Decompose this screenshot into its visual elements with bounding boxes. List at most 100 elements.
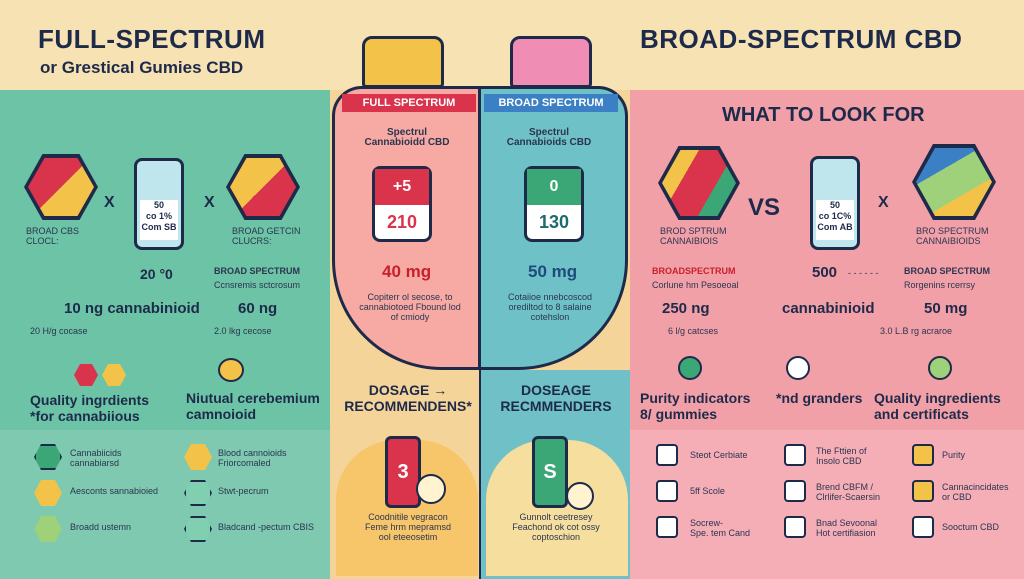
col2-icon-2 xyxy=(784,480,806,502)
left-title: FULL-SPECTRUM xyxy=(38,24,266,54)
quality-text: Quality ingrdients *for cannabiious xyxy=(30,392,150,424)
col1-icon-3 xyxy=(656,516,678,538)
right-mg-50: 50 mg xyxy=(924,300,968,317)
broad-caption: Spectrul Cannabioids CBD xyxy=(506,127,592,148)
full-mg: 40 mg xyxy=(382,262,432,281)
look-for-title: WHAT TO LOOK FOR xyxy=(722,104,925,126)
middle-divider xyxy=(479,370,481,579)
left-value-1: 20 °0 xyxy=(140,266,173,282)
left-leaf-badge xyxy=(416,474,446,504)
vs-text: VS xyxy=(748,194,781,221)
list-right-1: Blood cannoioids Friorcomaled xyxy=(218,448,287,468)
purity-leaf-icon xyxy=(678,356,702,380)
right-broad2-sub: Rorgenins rcerrsy xyxy=(904,280,976,290)
broad-note: Cotaiioe nnebcoscod orediltod to 8 salai… xyxy=(507,292,593,322)
left-dosage-foot: Coodnitile vegracon Feme hrm mepramsd oo… xyxy=(364,512,452,542)
list-left-2: Aesconts sannabioied xyxy=(70,486,159,496)
col1-item-1: Steot Cerbiate xyxy=(690,450,748,460)
left-hex-icon xyxy=(28,158,94,216)
natural-text: Niutual cerebemium camnoioid xyxy=(186,390,320,422)
col1-item-3: Socrew- Spe. tem Cand xyxy=(690,518,751,538)
list-left-3: Broadd ustemn xyxy=(70,522,132,532)
broad-card-number: 130 xyxy=(538,212,570,232)
left-x-2: X xyxy=(204,194,215,211)
col1-item-2: 5ff Scole xyxy=(690,486,725,496)
left-hex-label: BROAD CBS CLOCL: xyxy=(26,226,80,246)
right-val-500: 500 xyxy=(812,264,838,281)
quality-hex-icon xyxy=(74,364,98,386)
col2-icon-1 xyxy=(784,444,806,466)
col2-icon-3 xyxy=(784,516,806,538)
left-broad-sub: Ccnsremis sctcrosum xyxy=(214,280,301,290)
right-broad2: BROAD SPECTRUM xyxy=(904,266,991,276)
quality-leaf-icon xyxy=(928,356,952,380)
right-x: X xyxy=(878,194,889,211)
list-left-icon-2 xyxy=(34,480,62,506)
right-broad-sub: Corlune hm Pesoeoal xyxy=(652,280,739,290)
list-right-3: Bladcand -pectum CBIS xyxy=(218,522,315,532)
left-row-right: 60 ng xyxy=(238,300,278,317)
col1-icon-1 xyxy=(656,444,678,466)
left-row-left: 10 ng cannabinioid xyxy=(64,300,200,317)
col3-item-2: Cannacincidates or CBD xyxy=(942,482,1009,502)
broad-card-top: 0 xyxy=(527,169,581,205)
col3-item-3: Sooctum CBD xyxy=(942,522,1000,532)
purity-text: Purity indicators 8/ gummies xyxy=(640,390,751,422)
left-small-left: 20 H/g cocase xyxy=(30,326,88,336)
left-x-1: X xyxy=(104,194,115,211)
broad-card: 0 130 xyxy=(524,166,584,242)
right-cannab: cannabinioid xyxy=(782,300,875,317)
right-hex2-label: BRO SPECTRUM CANNAIBIOIDS xyxy=(916,226,989,246)
col3-item-1: Purity xyxy=(942,450,966,460)
full-caption: Spectrul Cannabioidd CBD xyxy=(364,127,450,148)
full-bottle-cap xyxy=(362,36,444,88)
right-hex-icon xyxy=(230,158,296,216)
right-broad-label: BROADSPECTRUM xyxy=(652,266,736,276)
right-dosage-bottle: S xyxy=(532,436,568,508)
right-dosage-foot: Gunnolt ceetresey Feachond ok cot ossy c… xyxy=(512,512,600,542)
col2-item-2: Brend CBFM / Clrlifer-Scaersin xyxy=(816,482,881,502)
left-broad-label: BROAD SPECTRUM xyxy=(214,266,301,276)
full-note: Copiterr ol secose, to cannabiotoed Fbou… xyxy=(359,292,461,322)
right-dashes: - - - - - - xyxy=(848,268,879,278)
col1-icon-2 xyxy=(656,480,678,502)
natural-badge-icon xyxy=(218,358,244,382)
list-right-2: Stwt-pecrum xyxy=(218,486,269,496)
col2-item-1: The Fttien of Insolo CBD xyxy=(816,446,867,466)
col2-item-3: Bnad Sevoonal Hot certifiasion xyxy=(816,518,878,538)
dosage-left: DOSAGE → RECOMMENDENS* xyxy=(344,382,472,414)
broad-bottle-cap xyxy=(510,36,592,88)
right-small-1: 6 l/g catcses xyxy=(668,326,719,336)
right-small-2: 3.0 L.B rg acraroe xyxy=(880,326,953,336)
right-leaf-badge xyxy=(566,482,594,510)
left-bottle-label: 50 co 1% Com SB xyxy=(140,200,178,240)
list-left-1: Cannabiicids cannabiarsd xyxy=(70,448,122,468)
list-right-icon-1 xyxy=(184,444,212,470)
granders-text: *nd granders xyxy=(776,390,863,406)
left-subtitle: or Grestical Gumies CBD xyxy=(40,58,244,77)
left-dosage-bottle: 3 xyxy=(385,436,421,508)
broad-spectrum-bar: BROAD SPECTRUM xyxy=(484,94,618,112)
col3-icon-3 xyxy=(912,516,934,538)
list-right-icon-2 xyxy=(184,480,212,506)
full-card: +5 210 xyxy=(372,166,432,242)
col3-icon-1 xyxy=(912,444,934,466)
left-small-right: 2.0 lkg cecose xyxy=(214,326,272,336)
full-card-number: 210 xyxy=(386,212,418,232)
right-title: BROAD-SPECTRUM CBD xyxy=(640,24,963,54)
right-hex-label: BROD SPTRUM CANNAIBIOIS xyxy=(660,226,727,246)
full-spectrum-bar: FULL SPECTRUM xyxy=(342,94,476,112)
right-hex-label: BROAD GETCIN CLUCRS: xyxy=(232,226,301,246)
dosage-right: DOSEAGE RECMMENDERS xyxy=(500,382,612,414)
broad-mg: 50 mg xyxy=(528,262,578,281)
right-lower-panel xyxy=(630,430,1024,579)
right-mg-250: 250 ng xyxy=(662,300,710,317)
right-hex-icon-2 xyxy=(916,148,992,216)
quality-hex-icon-2 xyxy=(102,364,126,386)
right-bottle-label: 50 co 1C% Com AB xyxy=(816,200,854,240)
full-card-top: +5 xyxy=(375,169,429,205)
list-left-icon-1 xyxy=(34,444,62,470)
col3-icon-2 xyxy=(912,480,934,502)
granders-leaf-icon xyxy=(786,356,810,380)
